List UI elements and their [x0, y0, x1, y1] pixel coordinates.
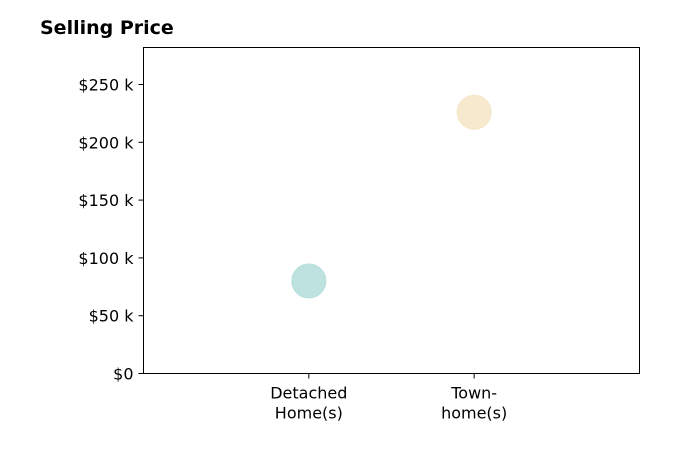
plot-area-frame: [143, 47, 640, 374]
x-tick-label: Detached Home(s): [270, 384, 347, 423]
y-tick-label: $50 k: [89, 307, 135, 326]
data-points: [291, 94, 492, 299]
y-tick-label: $100 k: [78, 249, 134, 268]
y-tick-label: $200 k: [78, 133, 134, 152]
y-tick-label: $250 k: [78, 75, 134, 94]
chart-title: Selling Price: [40, 17, 174, 39]
data-point: [291, 263, 327, 299]
x-axis: Detached Home(s) Town-home(s): [270, 373, 507, 423]
y-tick-label: $0: [113, 365, 133, 384]
x-tick-label: Town-home(s): [441, 384, 507, 423]
y-tick-label: $150 k: [78, 191, 134, 210]
data-point: [456, 94, 492, 130]
y-axis: $0 $50 k $100 k $150 k $200 k $250 k: [78, 75, 144, 384]
